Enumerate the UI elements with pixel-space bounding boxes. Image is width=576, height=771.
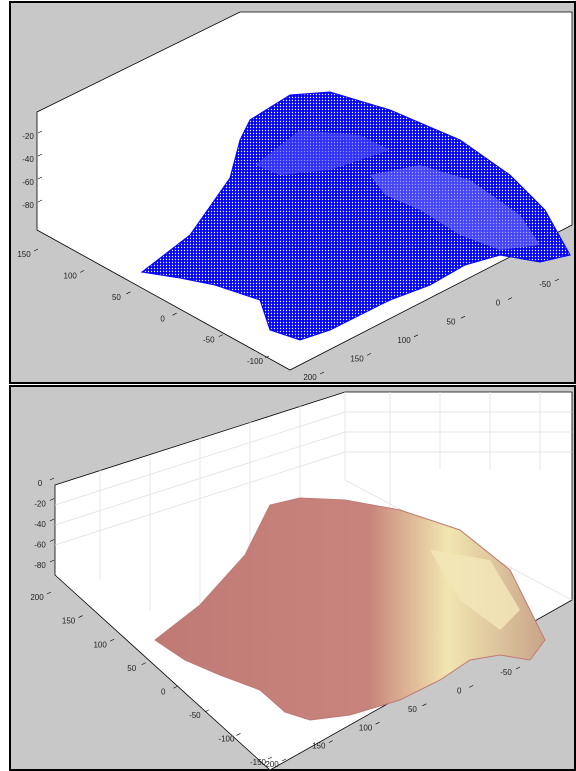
y-tick-label: -50 [189,711,201,720]
y-tick-label: 200 [30,593,44,602]
x-tick-label: 200 [303,373,317,382]
y-tick-label: 50 [112,293,121,302]
y-tick-label: 100 [93,640,107,649]
y-tick-label: -100 [218,735,235,744]
y-tick-label: -50 [203,336,215,345]
x-tick-label: 50 [447,317,456,326]
x-tick-label: 100 [397,336,411,345]
y-tick-label: 150 [62,617,76,626]
y-tick-label: -100 [247,357,264,366]
z-tick-label: -60 [34,541,46,550]
page: -20 -40 -60 -80 150 100 50 0 -50 -100 200 150 100 50 0… [0,0,576,771]
x-tick-label: 200 [265,760,279,769]
y-tick-label: 100 [64,272,78,281]
x-tick-label: 150 [312,742,326,751]
z-tick-label: -60 [22,178,34,187]
x-tick-label: 0 [496,299,501,308]
x-tick-label: 100 [359,723,373,732]
x-tick-label: 50 [408,705,417,714]
y-tick-label: 0 [160,314,165,323]
z-tick-label: -20 [22,132,34,141]
y-tick-label: 150 [17,250,31,259]
x-tick-label: -50 [500,668,512,677]
z-tick-label: -80 [34,561,46,570]
z-tick-label: 0 [38,479,43,488]
z-tick-label: -80 [22,201,34,210]
y-tick-label: 0 [161,687,166,696]
z-tick-label: -40 [34,520,46,529]
x-tick-label: 0 [457,687,462,696]
x-tick-label: 150 [350,355,364,364]
z-tick-label: -40 [22,155,34,164]
y-tick-label: 50 [127,664,136,673]
z-tick-label: -20 [34,500,46,509]
figure: -20 -40 -60 -80 150 100 50 0 -50 -100 200 150 100 50 0… [0,0,576,771]
x-tick-label: -50 [539,280,551,289]
y-tick-label: -150 [250,758,267,767]
